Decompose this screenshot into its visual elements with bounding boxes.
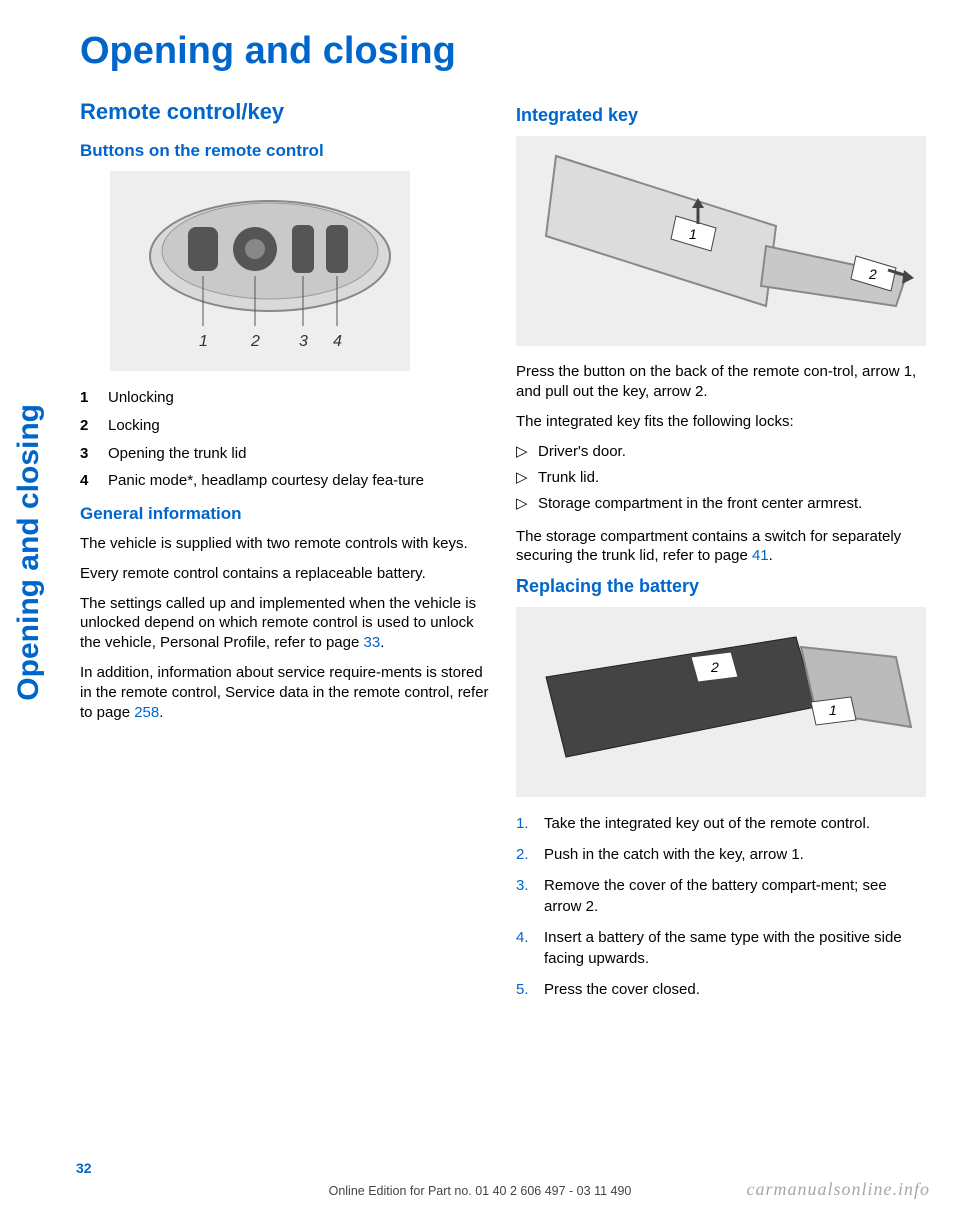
svg-text:1: 1 <box>199 333 208 350</box>
list-item: 3.Remove the cover of the battery compar… <box>516 875 926 917</box>
locks-list: ▷Driver's door. ▷Trunk lid. ▷Storage com… <box>516 441 926 514</box>
list-item: 1Unlocking <box>80 387 490 409</box>
section-general-heading: General information <box>80 504 490 524</box>
svg-text:3: 3 <box>299 333 308 350</box>
section-buttons-heading: Buttons on the remote control <box>80 141 490 161</box>
svg-text:1: 1 <box>689 226 697 242</box>
svg-text:2: 2 <box>710 659 719 675</box>
section-integrated-heading: Integrated key <box>516 105 926 126</box>
columns: Remote control/key Buttons on the remote… <box>80 99 940 1010</box>
item-text: Driver's door. <box>538 441 626 463</box>
svg-text:2: 2 <box>250 333 260 350</box>
text: . <box>769 547 773 564</box>
page-ref[interactable]: 41 <box>752 547 769 564</box>
step-num: 1. <box>516 813 544 834</box>
remote-buttons-image: 1 2 3 4 <box>110 171 410 371</box>
svg-text:1: 1 <box>829 702 837 718</box>
page-ref[interactable]: 33 <box>364 634 381 651</box>
step-text: Push in the catch with the key, arrow 1. <box>544 844 804 865</box>
paragraph: The vehicle is supplied with two remote … <box>80 534 490 554</box>
list-item: 4Panic mode*, headlamp courtesy delay fe… <box>80 470 490 492</box>
item-num: 1 <box>80 387 108 409</box>
list-item: 2.Push in the catch with the key, arrow … <box>516 844 926 865</box>
list-item: ▷Trunk lid. <box>516 467 926 489</box>
text: The storage compartment contains a switc… <box>516 528 901 565</box>
item-text: Storage compartment in the front center … <box>538 493 862 515</box>
paragraph: Every remote control contains a replacea… <box>80 564 490 584</box>
item-num: 4 <box>80 470 108 492</box>
svg-text:4: 4 <box>333 333 342 350</box>
list-item: ▷Storage compartment in the front center… <box>516 493 926 515</box>
item-text: Panic mode*, headlamp courtesy delay fea… <box>108 470 424 492</box>
list-item: 3Opening the trunk lid <box>80 443 490 465</box>
paragraph: The settings called up and implemented w… <box>80 594 490 653</box>
item-num: 2 <box>80 415 108 437</box>
step-text: Remove the cover of the battery compart‐… <box>544 875 926 917</box>
integrated-key-image: 1 2 <box>516 136 926 346</box>
step-num: 4. <box>516 927 544 969</box>
text: The settings called up and implemented w… <box>80 595 476 652</box>
remote-buttons-list: 1Unlocking 2Locking 3Opening the trunk l… <box>80 387 490 492</box>
section-remote-heading: Remote control/key <box>80 99 490 125</box>
item-text: Locking <box>108 415 160 437</box>
triangle-icon: ▷ <box>516 493 538 515</box>
column-left: Remote control/key Buttons on the remote… <box>80 99 490 1010</box>
replacing-battery-image: 2 1 <box>516 607 926 797</box>
watermark: carmanualsonline.info <box>747 1179 931 1200</box>
step-text: Press the cover closed. <box>544 979 700 1000</box>
step-num: 5. <box>516 979 544 1000</box>
svg-text:2: 2 <box>868 266 877 282</box>
text: . <box>380 634 384 651</box>
item-text: Unlocking <box>108 387 174 409</box>
text: . <box>159 704 163 721</box>
section-replacing-heading: Replacing the battery <box>516 576 926 597</box>
step-text: Insert a battery of the same type with t… <box>544 927 926 969</box>
replacing-steps: 1.Take the integrated key out of the rem… <box>516 813 926 1000</box>
side-chapter-label: Opening and closing <box>12 404 46 701</box>
paragraph: The integrated key fits the following lo… <box>516 412 926 432</box>
page-content: Opening and closing Remote control/key B… <box>80 30 940 1010</box>
step-num: 3. <box>516 875 544 917</box>
item-num: 3 <box>80 443 108 465</box>
side-chapter-title: Opening and closing <box>6 32 50 432</box>
paragraph: Press the button on the back of the remo… <box>516 362 926 402</box>
list-item: 1.Take the integrated key out of the rem… <box>516 813 926 834</box>
step-num: 2. <box>516 844 544 865</box>
step-text: Take the integrated key out of the remot… <box>544 813 870 834</box>
page-title: Opening and closing <box>80 30 940 73</box>
triangle-icon: ▷ <box>516 441 538 463</box>
paragraph: The storage compartment contains a switc… <box>516 527 926 567</box>
column-right: Integrated key 1 2 Press the button on t… <box>516 99 926 1010</box>
list-item: 5.Press the cover closed. <box>516 979 926 1000</box>
triangle-icon: ▷ <box>516 467 538 489</box>
list-item: ▷Driver's door. <box>516 441 926 463</box>
list-item: 2Locking <box>80 415 490 437</box>
page-number: 32 <box>76 1160 92 1176</box>
list-item: 4.Insert a battery of the same type with… <box>516 927 926 969</box>
paragraph: In addition, information about service r… <box>80 663 490 722</box>
page-ref[interactable]: 258 <box>134 704 159 721</box>
item-text: Opening the trunk lid <box>108 443 246 465</box>
page-number-value: 32 <box>76 1160 92 1176</box>
item-text: Trunk lid. <box>538 467 599 489</box>
